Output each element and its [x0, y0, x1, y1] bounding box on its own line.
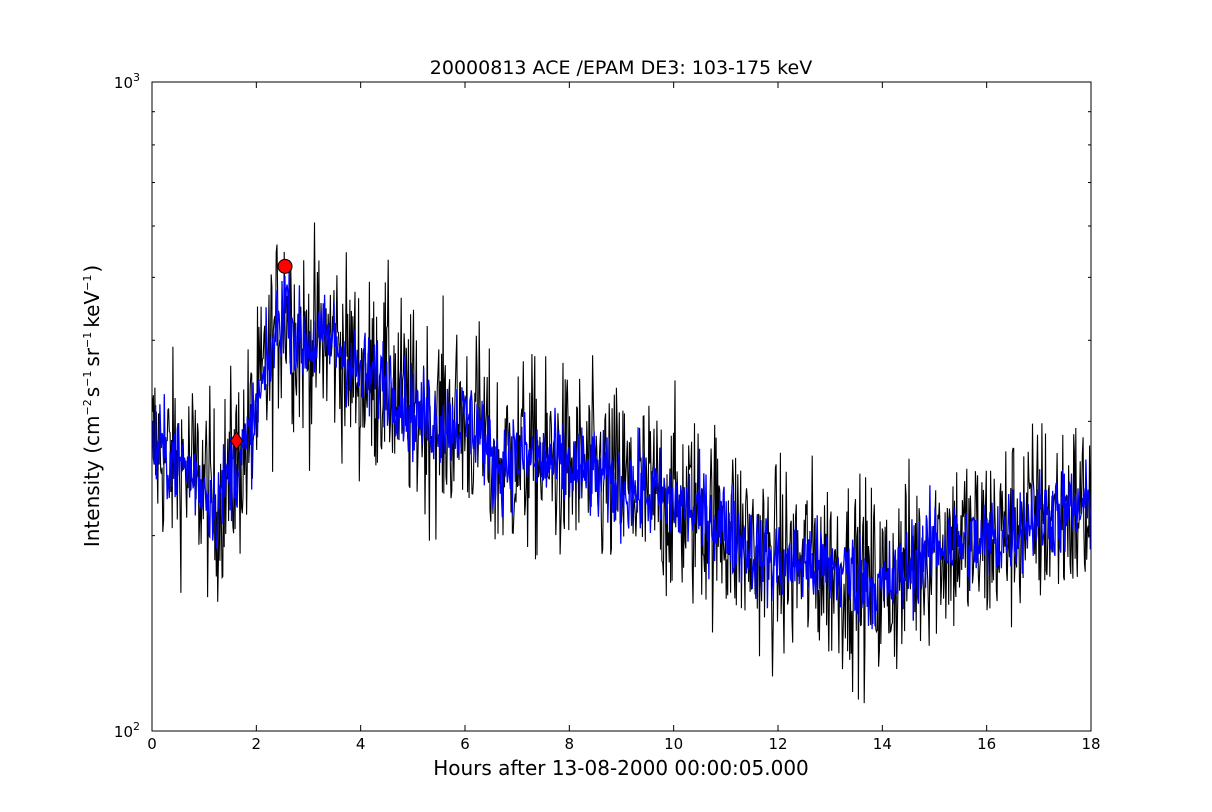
x-tick-label: 18	[1081, 735, 1100, 753]
onset-marker	[229, 430, 244, 451]
x-tick-label: 10	[664, 735, 683, 753]
x-tick-label: 6	[460, 735, 470, 753]
x-tick-label: 16	[977, 735, 996, 753]
y-tick-label: 103	[114, 71, 140, 92]
x-tick-label: 12	[768, 735, 787, 753]
x-tick-label: 2	[252, 735, 262, 753]
chart-title: 20000813 ACE /EPAM DE3: 103-175 keV	[430, 57, 812, 79]
x-axis-title: Hours after 13-08-2000 00:00:05.000	[433, 756, 809, 780]
x-tick-label: 4	[356, 735, 366, 753]
plot-area	[152, 222, 1091, 704]
plot-frame	[151, 81, 1092, 732]
y-tick-label: 102	[114, 720, 140, 741]
axis-ticks: 0 2 4 6 8 10 12 14 16 18 102 103	[114, 71, 1101, 753]
series-line-smoothed	[152, 260, 1091, 630]
peak-marker	[277, 258, 293, 274]
x-tick-label: 14	[873, 735, 892, 753]
x-tick-label: 8	[565, 735, 575, 753]
y-axis-title: Intensity (cm−2s−1sr−1keV−1)	[80, 265, 104, 547]
x-tick-label: 0	[147, 735, 157, 753]
